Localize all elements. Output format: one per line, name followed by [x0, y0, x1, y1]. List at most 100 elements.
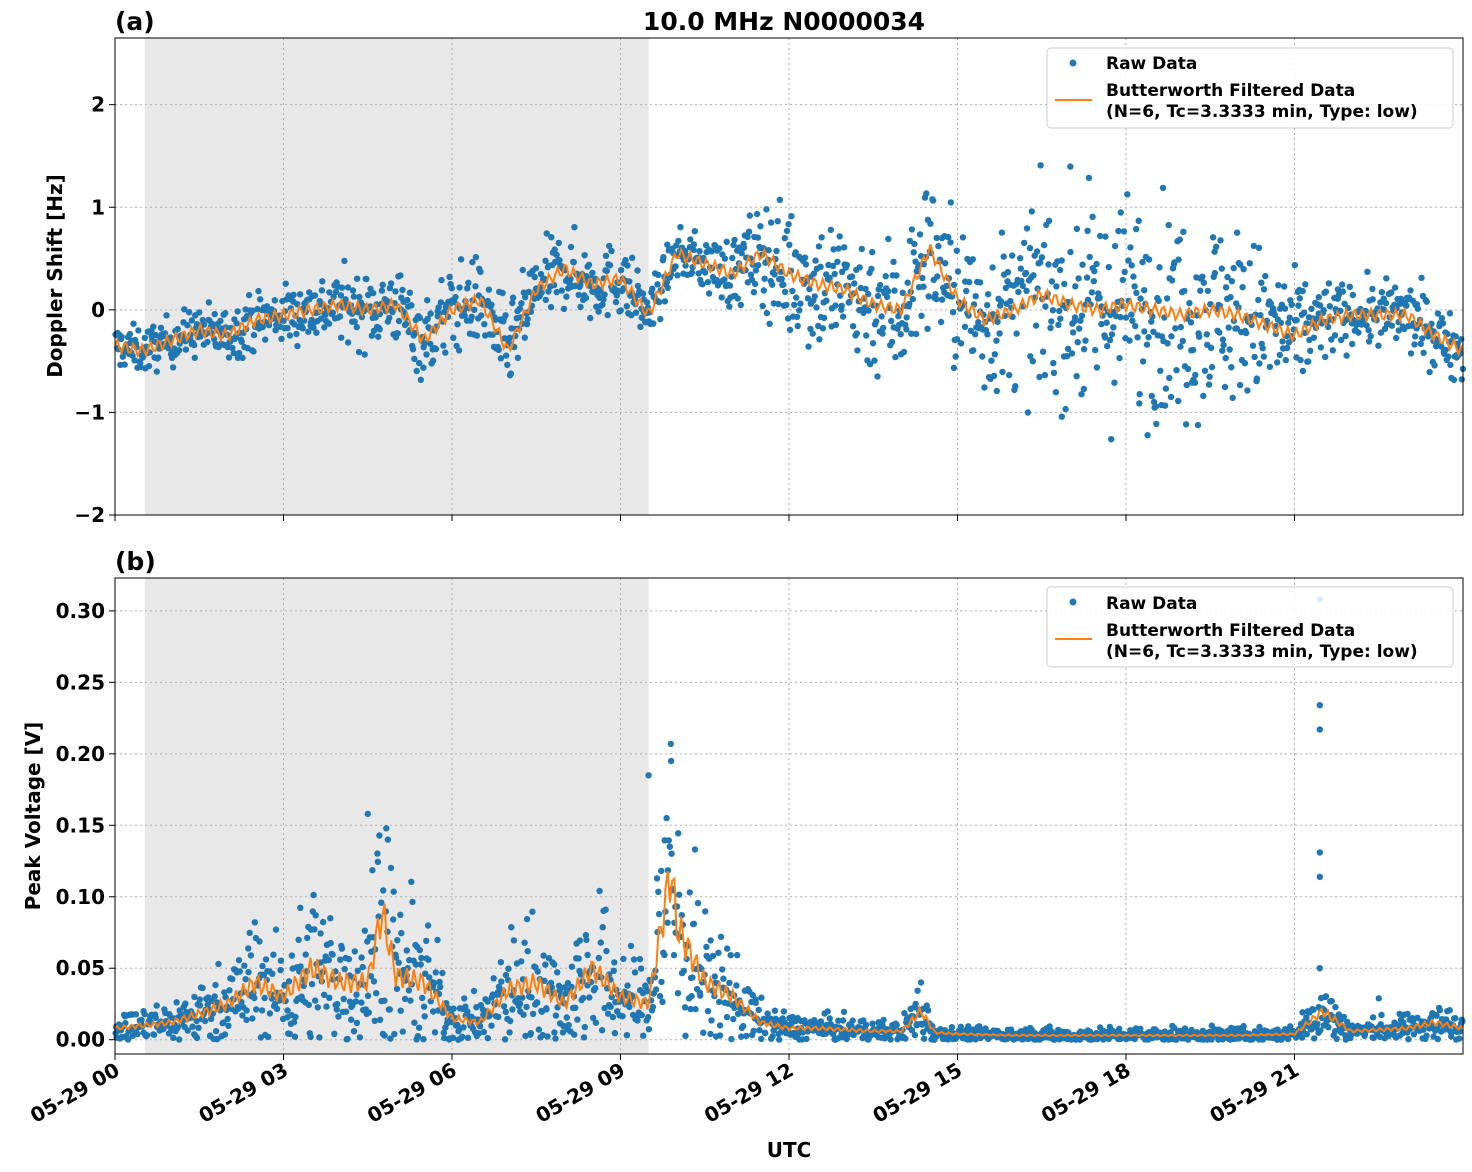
panel-b: 0.000.050.100.150.200.250.30 05-29 00 05-… — [21, 547, 1466, 1128]
raw-data-point — [427, 310, 434, 317]
panel-a: −2 −1 0 1 2 (a) Doppler Shift [Hz] Raw Data … — [43, 7, 1467, 527]
raw-data-point — [1257, 312, 1264, 319]
raw-data-point — [773, 247, 780, 255]
raw-data-point — [1058, 257, 1065, 264]
raw-data-point — [349, 287, 357, 294]
raw-data-point — [352, 998, 360, 1005]
raw-data-point — [386, 314, 393, 322]
raw-data-point — [1308, 305, 1315, 312]
raw-data-point — [310, 324, 317, 331]
raw-data-point — [1298, 1034, 1306, 1041]
raw-data-point — [502, 1008, 509, 1016]
raw-data-point — [524, 948, 531, 955]
raw-data-point — [1085, 174, 1093, 182]
raw-data-point — [1258, 279, 1265, 286]
raw-data-point — [1340, 1013, 1348, 1021]
raw-data-point — [1393, 334, 1400, 342]
raw-data-point — [553, 288, 560, 296]
raw-data-point — [728, 1035, 735, 1043]
raw-data-point — [421, 1013, 428, 1020]
raw-data-point — [527, 1030, 534, 1037]
raw-data-point — [885, 235, 892, 243]
raw-data-point — [587, 314, 594, 322]
raw-data-point — [124, 1036, 132, 1043]
raw-data-point — [539, 1031, 546, 1039]
raw-data-point — [1036, 373, 1043, 381]
raw-data-point — [189, 1023, 196, 1030]
raw-data-point — [786, 326, 794, 333]
raw-data-point — [326, 994, 333, 1001]
raw-data-point — [221, 1031, 229, 1038]
raw-data-point — [1141, 328, 1148, 335]
raw-data-point — [1045, 261, 1052, 268]
raw-data-point — [632, 309, 640, 316]
raw-data-point — [1220, 341, 1227, 349]
raw-data-point — [296, 291, 304, 298]
raw-data-point — [269, 970, 276, 977]
raw-data-point — [606, 262, 614, 269]
raw-data-point — [816, 336, 823, 343]
raw-data-point — [627, 942, 635, 950]
raw-data-point — [674, 990, 682, 997]
raw-data-point — [1267, 300, 1275, 307]
raw-data-point — [510, 937, 518, 944]
raw-data-point — [568, 983, 575, 991]
raw-data-point — [348, 1016, 355, 1023]
raw-data-point — [1116, 354, 1123, 362]
raw-data-point — [1211, 248, 1218, 255]
raw-data-point — [363, 275, 370, 283]
raw-data-point — [421, 339, 428, 347]
raw-data-point — [602, 252, 610, 259]
raw-data-point — [338, 945, 346, 952]
raw-data-point — [860, 309, 867, 317]
raw-data-point — [492, 316, 499, 323]
raw-data-point — [897, 331, 904, 338]
raw-data-point — [599, 301, 606, 308]
raw-data-point — [925, 293, 932, 300]
raw-data-point — [157, 324, 165, 331]
raw-data-point — [150, 1031, 158, 1038]
raw-data-point — [756, 1027, 763, 1034]
raw-data-point — [703, 943, 710, 951]
raw-data-point — [1139, 358, 1147, 365]
raw-data-point — [1130, 273, 1137, 280]
raw-data-point — [139, 354, 146, 361]
raw-data-point — [141, 334, 148, 342]
raw-data-point — [394, 330, 401, 337]
raw-data-point — [392, 288, 399, 295]
raw-data-point — [771, 1007, 779, 1014]
raw-data-point — [163, 312, 170, 319]
raw-data-point — [1325, 280, 1333, 287]
raw-data-point — [1006, 371, 1013, 379]
raw-data-point — [293, 330, 300, 338]
raw-data-point — [1418, 274, 1425, 281]
raw-data-point — [933, 234, 940, 242]
raw-data-point — [697, 992, 704, 999]
raw-data-point — [908, 330, 915, 337]
raw-data-point — [565, 1021, 572, 1029]
raw-data-point — [408, 302, 415, 309]
raw-data-point — [551, 961, 558, 968]
raw-data-point — [454, 321, 461, 328]
raw-data-point — [503, 352, 510, 359]
raw-data-point — [1089, 213, 1096, 220]
raw-data-point — [1057, 315, 1064, 322]
raw-data-point — [1211, 269, 1219, 277]
raw-data-point — [830, 246, 837, 253]
raw-data-point — [390, 916, 397, 923]
raw-data-point — [175, 347, 183, 354]
raw-data-point — [716, 998, 723, 1006]
raw-data-point — [752, 999, 759, 1006]
raw-data-point — [1365, 326, 1372, 334]
raw-data-point — [329, 951, 336, 958]
raw-data-point — [757, 223, 764, 230]
raw-data-point — [836, 233, 843, 240]
raw-data-point — [1322, 353, 1329, 361]
raw-data-point — [927, 220, 934, 227]
raw-data-point — [427, 340, 434, 348]
raw-data-point — [740, 1022, 747, 1030]
raw-data-point — [677, 223, 684, 231]
raw-data-point — [353, 275, 361, 282]
raw-data-point — [358, 999, 365, 1006]
raw-data-point — [1438, 315, 1446, 322]
